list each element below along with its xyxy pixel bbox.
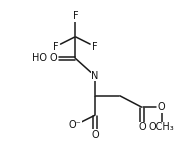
Text: F: F — [72, 11, 78, 21]
Text: N: N — [91, 71, 99, 81]
Text: OCH₃: OCH₃ — [149, 122, 175, 132]
Text: O: O — [50, 53, 58, 63]
Text: F: F — [53, 42, 59, 52]
Text: O: O — [138, 122, 146, 132]
Text: O: O — [158, 102, 165, 112]
Text: F: F — [92, 42, 98, 52]
Text: O: O — [91, 130, 99, 140]
Text: O⁻: O⁻ — [69, 120, 82, 130]
Text: HO: HO — [32, 53, 47, 63]
